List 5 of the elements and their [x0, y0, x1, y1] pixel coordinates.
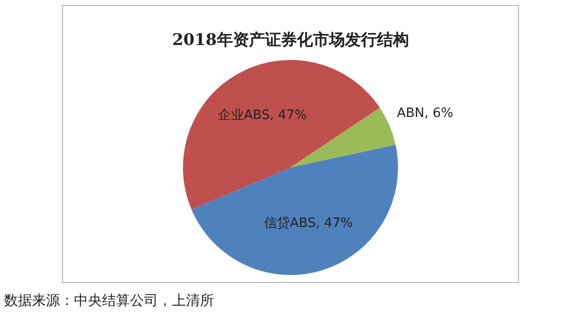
- slice-label: 信贷ABS, 47%: [264, 216, 353, 232]
- slice-label: 企业ABS, 47%: [218, 108, 307, 123]
- chart-title: 2018年资产证券化市场发行结构: [171, 30, 410, 51]
- source-note: 数据来源：中央结算公司，上清所: [4, 292, 214, 310]
- slice-label: ABN, 6%: [396, 106, 454, 122]
